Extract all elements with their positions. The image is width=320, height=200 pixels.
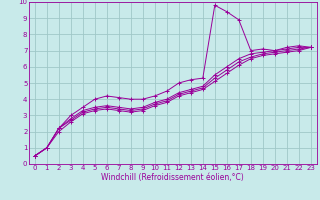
X-axis label: Windchill (Refroidissement éolien,°C): Windchill (Refroidissement éolien,°C) — [101, 173, 244, 182]
